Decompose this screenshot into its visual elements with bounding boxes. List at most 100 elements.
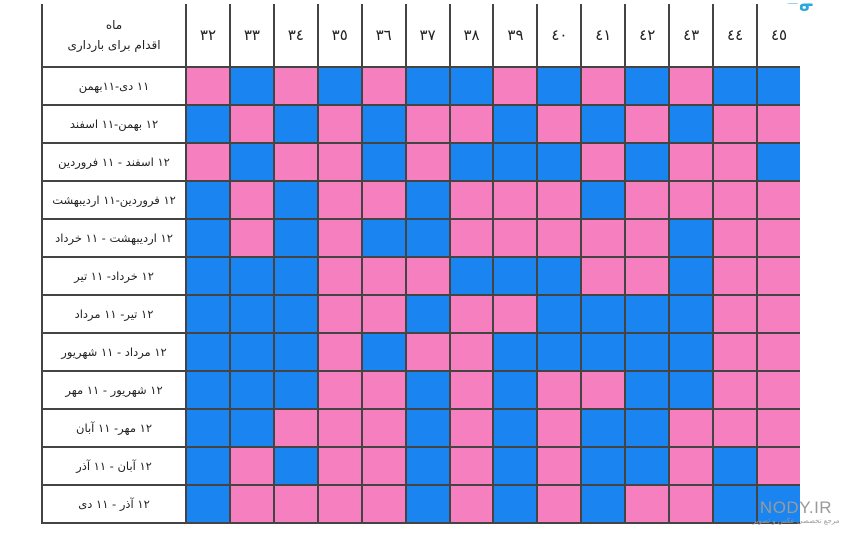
boy-cell — [230, 334, 273, 370]
girl-cell — [362, 258, 405, 294]
girl-cell — [758, 334, 800, 370]
boy-cell — [670, 296, 713, 332]
month-row-label: ۱۲ بهمن-۱۱ اسفند — [43, 106, 185, 142]
boy-cell — [274, 258, 317, 294]
girl-cell — [450, 486, 493, 522]
girl-cell — [450, 334, 493, 370]
month-row-label: ۱۲ خرداد- ۱۱ تیر — [43, 258, 185, 294]
girl-cell — [362, 68, 405, 104]
boy-cell — [274, 372, 317, 408]
month-row-label: ۱۲ فروردین-۱۱ اردیبهشت — [43, 182, 185, 218]
month-row-label: ۱۲ شهریور - ۱۱ مهر — [43, 372, 185, 408]
girl-cell — [318, 410, 361, 446]
month-row-label: ۱۲ اسفند - ۱۱ فروردین — [43, 144, 185, 180]
boy-cell — [274, 182, 317, 218]
boy-cell — [187, 486, 229, 522]
boy-cell — [582, 410, 625, 446]
girl-cell — [494, 68, 537, 104]
girl-cell — [274, 144, 317, 180]
boy-cell — [538, 334, 581, 370]
month-row-label: ۱۲ تیر- ۱۱ مرداد — [43, 296, 185, 332]
boy-cell — [230, 410, 273, 446]
boy-cell — [538, 258, 581, 294]
girl-cell — [582, 68, 625, 104]
girl-cell — [450, 410, 493, 446]
age-header: ۳٦ — [362, 4, 405, 66]
boy-cell — [274, 296, 317, 332]
boy-cell — [362, 144, 405, 180]
month-row-label: ۱۱ دی-۱۱بهمن — [43, 68, 185, 104]
girl-cell — [670, 448, 713, 484]
boy-cell — [582, 486, 625, 522]
boy-cell — [494, 106, 537, 142]
boy-cell — [582, 334, 625, 370]
girl-cell — [230, 486, 273, 522]
age-header: ٤٢ — [626, 4, 669, 66]
girl-cell — [538, 372, 581, 408]
girl-cell — [230, 106, 273, 142]
boy-cell — [187, 334, 229, 370]
girl-cell — [450, 106, 493, 142]
age-header: ٤٤ — [714, 4, 757, 66]
boy-cell — [362, 220, 405, 256]
boy-cell — [758, 144, 800, 180]
boy-cell — [494, 334, 537, 370]
boy-cell — [230, 144, 273, 180]
girl-cell — [714, 258, 757, 294]
girl-cell — [494, 220, 537, 256]
table-corner-header: ماه اقدام برای بارداری — [43, 4, 185, 66]
boy-cell — [406, 220, 449, 256]
girl-cell — [450, 372, 493, 408]
girl-cell — [758, 448, 800, 484]
boy-cell — [582, 182, 625, 218]
girl-cell — [538, 486, 581, 522]
boy-cell — [406, 410, 449, 446]
girl-cell — [714, 106, 757, 142]
girl-cell — [758, 410, 800, 446]
corner-label-attempt: اقدام برای بارداری — [67, 38, 161, 52]
girl-cell — [362, 182, 405, 218]
age-header: ۳۸ — [450, 4, 493, 66]
boy-cell — [187, 182, 229, 218]
watermark-tagline: مرجع تخصصی عکس و تصویر — [752, 517, 840, 525]
boy-cell — [670, 334, 713, 370]
watermark: NODY.IR مرجع تخصصی عکس و تصویر — [752, 499, 840, 529]
boy-cell — [187, 410, 229, 446]
boy-cell — [187, 106, 229, 142]
boy-cell — [187, 296, 229, 332]
boy-cell — [187, 448, 229, 484]
girl-cell — [406, 144, 449, 180]
girl-cell — [714, 220, 757, 256]
boy-cell — [626, 68, 669, 104]
boy-cell — [274, 334, 317, 370]
boy-cell — [494, 486, 537, 522]
boy-cell — [670, 372, 713, 408]
boy-cell — [187, 258, 229, 294]
boy-cell — [406, 68, 449, 104]
girl-cell — [450, 182, 493, 218]
boy-cell — [450, 68, 493, 104]
boy-cell — [362, 334, 405, 370]
girl-cell — [187, 68, 229, 104]
boy-cell — [758, 486, 800, 522]
age-header: ٤٠ — [538, 4, 581, 66]
girl-cell — [230, 448, 273, 484]
girl-cell — [670, 144, 713, 180]
age-header: ۳٥ — [318, 4, 361, 66]
boy-cell — [494, 410, 537, 446]
girl-cell — [362, 296, 405, 332]
corner-label-month: ماه — [105, 18, 123, 32]
boy-cell — [318, 68, 361, 104]
girl-cell — [714, 182, 757, 218]
gender-prediction-table: ماه اقدام برای بارداری ۳۲ ۳۳ ۳٤ ۳٥ ۳٦ ۳۷ ۳۸ ۳۹ ٤٠ ٤… — [41, 4, 800, 524]
boy-cell — [274, 448, 317, 484]
boy-cell — [494, 258, 537, 294]
girl-cell — [626, 106, 669, 142]
month-row-label: ۱۲ آبان - ۱۱ آذر — [43, 448, 185, 484]
age-header: ۳۹ — [494, 4, 537, 66]
boy-cell — [670, 258, 713, 294]
month-row-label: ۱۲ اردیبهشت - ۱۱ خرداد — [43, 220, 185, 256]
boy-cell — [626, 410, 669, 446]
boy-cell — [714, 68, 757, 104]
boy-cell — [450, 258, 493, 294]
